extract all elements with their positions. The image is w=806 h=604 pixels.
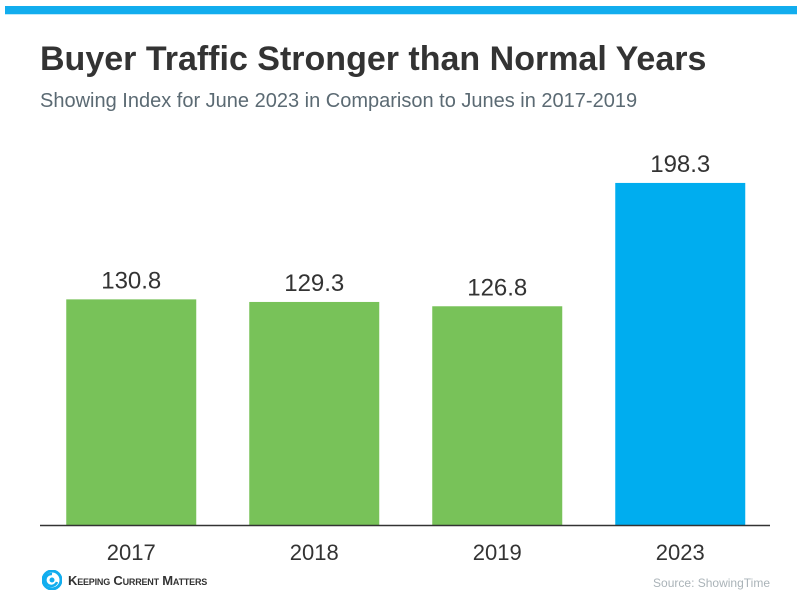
logo: Keeping Current Matters bbox=[42, 570, 207, 590]
x-tick-label-2018: 2018 bbox=[290, 540, 339, 565]
data-label-2023: 198.3 bbox=[650, 151, 710, 178]
bar-2018 bbox=[249, 301, 380, 525]
swirl-logo-icon bbox=[42, 570, 62, 590]
x-tick-label-2019: 2019 bbox=[473, 540, 522, 565]
x-tick-label-2017: 2017 bbox=[107, 540, 156, 565]
data-label-2019: 126.8 bbox=[467, 274, 527, 301]
top-accent-bar bbox=[5, 6, 797, 15]
bar-2023 bbox=[615, 182, 746, 525]
logo-text: Keeping Current Matters bbox=[68, 572, 208, 588]
data-label-2017: 130.8 bbox=[101, 267, 161, 294]
x-tick-label-2023: 2023 bbox=[656, 540, 705, 565]
chart-subtitle: Showing Index for June 2023 in Compariso… bbox=[40, 90, 638, 112]
bar-2017 bbox=[66, 299, 197, 525]
data-label-2018: 129.3 bbox=[284, 270, 344, 297]
source-note: Source: ShowingTime bbox=[653, 576, 770, 590]
chart-title: Buyer Traffic Stronger than Normal Years bbox=[40, 40, 707, 78]
bar-2019 bbox=[432, 306, 563, 525]
